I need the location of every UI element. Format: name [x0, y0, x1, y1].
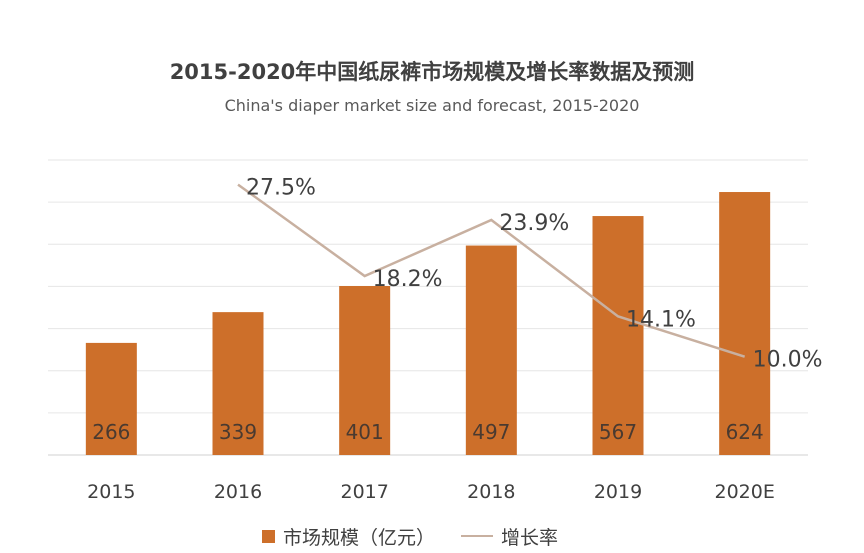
x-tick-label: 2016: [214, 481, 262, 503]
bar: [212, 312, 264, 455]
growth-value-label: 18.2%: [373, 267, 443, 292]
growth-value-label: 10.0%: [753, 348, 823, 373]
legend-bar-swatch: [262, 529, 275, 543]
growth-value-label: 27.5%: [246, 176, 316, 201]
bar-value-label: 266: [92, 420, 130, 444]
legend-line-label: 增长率: [501, 526, 559, 549]
bar-value-label: 339: [219, 420, 257, 444]
growth-line: [237, 183, 746, 358]
bar: [85, 342, 137, 455]
x-tick-label: 2018: [467, 481, 515, 503]
bar: [592, 216, 644, 455]
chart-subtitle: China's diaper market size and forecast,…: [224, 96, 640, 115]
legend: 市场规模（亿元） 增长率: [262, 524, 559, 549]
x-tick-label: 2020E: [714, 481, 774, 503]
growth-value-label: 23.9%: [499, 211, 569, 236]
bar: [719, 192, 771, 455]
bar-value-label: 497: [472, 420, 510, 444]
x-tick-label: 2019: [594, 481, 642, 503]
bar-value-label: 567: [599, 420, 637, 444]
x-tick-label: 2017: [340, 481, 388, 503]
legend-line-swatch: [461, 535, 494, 537]
chart-title: 2015-2020年中国纸尿裤市场规模及增长率数据及预测: [169, 60, 695, 84]
bar-value-label: 401: [346, 420, 384, 444]
bar: [339, 286, 391, 455]
bar-value-label: 624: [726, 420, 764, 444]
legend-bar-label: 市场规模（亿元）: [283, 526, 436, 549]
bar: [465, 245, 517, 455]
growth-value-label: 14.1%: [626, 307, 696, 332]
x-tick-label: 2015: [87, 481, 135, 503]
